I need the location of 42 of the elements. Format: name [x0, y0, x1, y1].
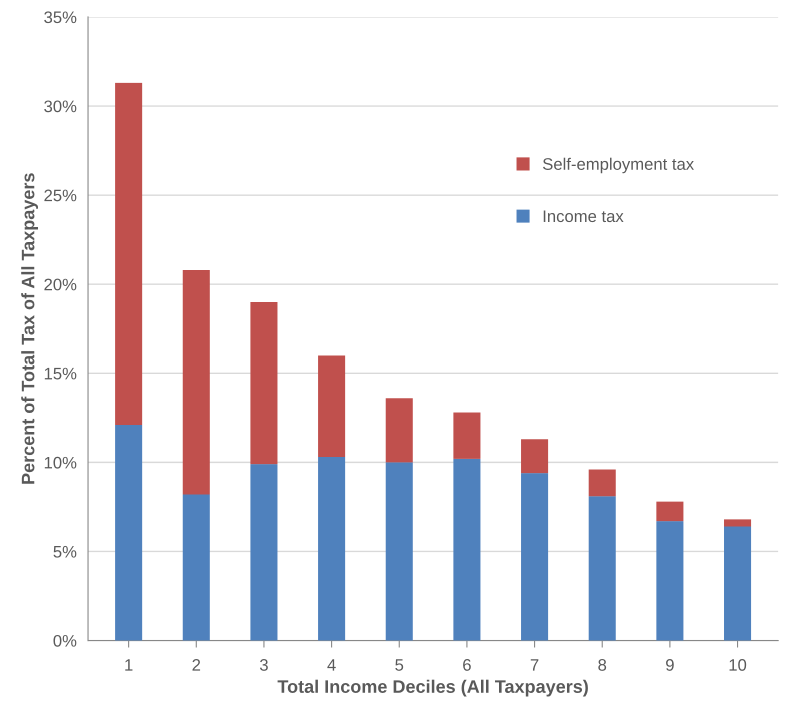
x-tick-label: 9 — [666, 659, 674, 671]
x-tick-label: 5 — [395, 659, 404, 671]
y-tick-label: 15% — [44, 368, 76, 380]
bar — [182, 494, 210, 641]
bar — [588, 470, 616, 496]
bar — [588, 496, 616, 641]
y-tick-label: 0% — [53, 634, 76, 647]
bar — [724, 519, 752, 527]
x-tick-label: 8 — [598, 659, 606, 671]
y-tick-label: 25% — [44, 190, 76, 202]
y-tick-label: 5% — [54, 546, 76, 558]
x-tick-label: 3 — [260, 659, 268, 671]
y-tick-label: 20% — [44, 278, 76, 290]
bar — [250, 464, 278, 641]
x-tick-label: 10 — [730, 659, 746, 671]
bar — [115, 424, 142, 641]
bar — [453, 412, 480, 459]
y-tick-label: 35% — [44, 11, 76, 24]
y-tick-label: 10% — [44, 456, 76, 469]
x-axis-title: Total Income Deciles (All Taxpayers) — [278, 680, 588, 697]
bar — [318, 355, 346, 458]
x-tick-label: 1 — [125, 659, 132, 671]
bar — [521, 439, 548, 474]
bar — [318, 457, 346, 641]
legend-label: Self-employment tax — [542, 158, 694, 174]
bar — [656, 502, 684, 522]
bar — [182, 270, 210, 494]
x-tick-label: 6 — [463, 659, 471, 671]
bar — [724, 526, 752, 641]
x-tick-label: 2 — [192, 659, 200, 671]
bar — [453, 458, 480, 641]
x-tick-label: 4 — [327, 659, 336, 671]
bar — [656, 521, 684, 641]
bar — [250, 302, 278, 464]
bar — [115, 82, 142, 425]
bar — [386, 398, 413, 462]
bar — [521, 473, 548, 641]
legend-label: Income tax — [544, 210, 624, 222]
bar — [386, 462, 413, 641]
x-tick-label: 7 — [530, 659, 538, 671]
y-tick-label: 30% — [44, 100, 76, 112]
y-axis-title: Percent of Total Tax of All Taxpayers — [21, 173, 38, 484]
